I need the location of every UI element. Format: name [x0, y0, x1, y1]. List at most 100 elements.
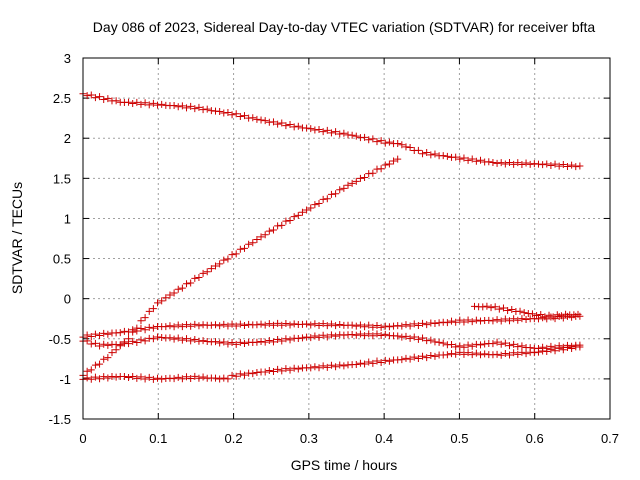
data-point-marker [224, 340, 232, 348]
data-point-marker [419, 150, 427, 158]
data-point-marker [539, 161, 547, 169]
data-point-marker [352, 132, 360, 140]
data-point-marker [439, 339, 447, 347]
data-point-marker [414, 146, 422, 154]
data-point-marker [477, 317, 485, 325]
data-point-marker [534, 348, 542, 356]
data-point-marker [133, 338, 141, 346]
data-point-marker [501, 339, 509, 347]
data-point-marker [183, 373, 191, 381]
data-point-marker [137, 325, 145, 333]
data-point-marker [307, 125, 315, 133]
data-point-marker [348, 131, 356, 139]
data-point-marker [174, 285, 182, 293]
data-point-marker [154, 101, 162, 109]
data-point-marker [236, 338, 244, 346]
data-point-marker [187, 102, 195, 110]
data-point-marker [311, 201, 319, 209]
data-point-marker [236, 320, 244, 328]
data-point-marker [236, 370, 244, 378]
data-point-marker [568, 344, 576, 352]
data-point-marker [489, 340, 497, 348]
y-tick-label: 2.5 [53, 91, 71, 106]
data-point-marker [100, 373, 108, 381]
data-point-marker [340, 184, 348, 192]
data-point-marker [472, 157, 480, 165]
data-point-marker [145, 323, 153, 331]
data-point-marker [265, 320, 273, 328]
data-point-marker [174, 373, 182, 381]
data-point-marker [170, 323, 178, 331]
data-point-marker [232, 372, 240, 380]
x-tick-label: 0.2 [225, 431, 243, 446]
data-point-marker [505, 351, 513, 359]
data-point-marker [435, 338, 443, 346]
data-point-marker [87, 375, 95, 383]
data-point-marker [572, 163, 580, 171]
data-point-marker [365, 358, 373, 366]
data-point-marker [501, 160, 509, 168]
data-point-marker [514, 159, 522, 167]
data-point-marker [232, 110, 240, 118]
data-point-marker [104, 374, 112, 382]
data-point-marker [265, 337, 273, 345]
data-point-marker [394, 140, 402, 148]
data-point-marker [199, 269, 207, 277]
data-point-marker [547, 161, 555, 169]
data-point-marker [319, 195, 327, 203]
data-point-marker [377, 137, 385, 145]
data-point-marker [352, 177, 360, 185]
data-point-marker [356, 330, 364, 338]
data-point-marker [332, 332, 340, 340]
data-point-marker [410, 320, 418, 328]
data-point-marker [406, 322, 414, 330]
data-point-marker [286, 366, 294, 374]
data-point-marker [551, 160, 559, 168]
data-point-marker [464, 316, 472, 324]
data-point-marker [510, 340, 518, 348]
data-point-marker [104, 354, 112, 362]
data-point-marker [240, 244, 248, 252]
data-point-marker [154, 299, 162, 307]
data-point-marker [559, 160, 567, 168]
data-point-marker [294, 335, 302, 343]
data-point-marker [261, 338, 269, 346]
data-point-marker [505, 342, 513, 350]
data-point-marker [448, 317, 456, 325]
data-point-marker [298, 334, 306, 342]
data-point-marker [170, 102, 178, 110]
data-point-marker [191, 274, 199, 282]
data-point-marker [303, 124, 311, 132]
data-point-marker [402, 332, 410, 340]
data-point-marker [344, 181, 352, 189]
data-point-marker [319, 128, 327, 136]
data-point-marker [448, 340, 456, 348]
data-point-marker [83, 92, 91, 100]
y-tick-label: 0 [64, 292, 71, 307]
data-point-marker [439, 152, 447, 160]
data-point-marker [282, 122, 290, 130]
data-point-marker [96, 93, 104, 101]
data-point-marker [290, 213, 298, 221]
data-point-marker [240, 340, 248, 348]
data-point-marker [468, 155, 476, 163]
data-point-marker [369, 332, 377, 340]
data-point-marker [402, 354, 410, 362]
data-point-marker [303, 206, 311, 214]
data-point-marker [419, 319, 427, 327]
data-point-marker [505, 317, 513, 325]
data-point-marker [191, 105, 199, 113]
data-point-marker [183, 335, 191, 343]
data-point-marker [294, 122, 302, 130]
data-point-marker [385, 357, 393, 365]
data-point-marker [327, 331, 335, 339]
data-point-marker [481, 350, 489, 358]
data-point-marker [162, 323, 170, 331]
data-point-marker [406, 355, 414, 363]
data-point-marker [191, 335, 199, 343]
data-point-marker [141, 375, 149, 383]
data-point-marker [352, 360, 360, 368]
data-point-marker [419, 334, 427, 342]
data-point-marker [563, 344, 571, 352]
data-point-marker [493, 350, 501, 358]
